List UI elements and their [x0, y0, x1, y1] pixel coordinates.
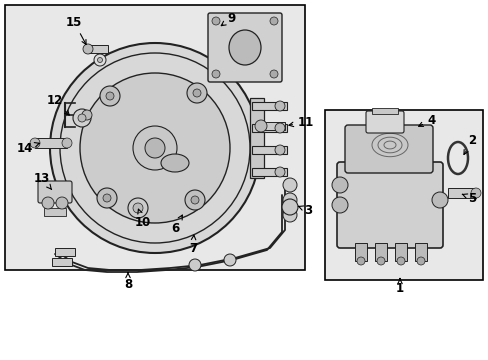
Bar [35, 138, 67, 148]
Bar [374, 243, 386, 261]
Circle shape [145, 138, 164, 158]
Circle shape [80, 73, 229, 223]
Circle shape [62, 138, 72, 148]
Bar [261, 122, 285, 130]
Bar [394, 243, 406, 261]
Circle shape [274, 145, 285, 155]
Bar [251, 124, 286, 132]
Circle shape [83, 44, 93, 54]
Circle shape [97, 188, 117, 208]
Circle shape [331, 177, 347, 193]
Circle shape [396, 257, 404, 265]
Circle shape [106, 92, 114, 100]
Text: 13: 13 [34, 171, 51, 189]
Circle shape [416, 257, 424, 265]
Circle shape [56, 197, 68, 209]
Bar [249, 98, 264, 178]
Text: 9: 9 [221, 12, 236, 26]
Circle shape [184, 190, 204, 210]
Circle shape [283, 178, 296, 192]
Text: 3: 3 [298, 203, 311, 216]
Text: 4: 4 [418, 113, 435, 126]
Circle shape [189, 259, 201, 271]
Circle shape [42, 197, 54, 209]
Circle shape [82, 110, 92, 120]
Circle shape [78, 114, 86, 122]
Circle shape [274, 167, 285, 177]
Bar [325, 110, 482, 280]
FancyBboxPatch shape [365, 111, 403, 133]
Circle shape [100, 86, 120, 106]
Circle shape [331, 197, 347, 213]
Text: 2: 2 [463, 134, 475, 154]
Bar [354, 243, 366, 261]
Circle shape [30, 138, 40, 148]
Text: 7: 7 [188, 235, 197, 255]
Text: 6: 6 [170, 215, 182, 234]
Circle shape [133, 126, 177, 170]
Ellipse shape [228, 30, 261, 65]
Text: 10: 10 [135, 209, 151, 229]
Ellipse shape [161, 154, 189, 172]
Circle shape [470, 188, 480, 198]
Circle shape [191, 196, 199, 204]
Circle shape [128, 198, 148, 218]
Circle shape [283, 193, 296, 207]
Circle shape [269, 70, 278, 78]
Bar [371, 108, 397, 114]
Text: 14: 14 [17, 141, 39, 154]
Text: 15: 15 [66, 15, 86, 45]
Bar [88, 45, 108, 53]
Circle shape [186, 83, 206, 103]
Text: 5: 5 [461, 192, 475, 204]
Circle shape [282, 199, 297, 215]
Circle shape [50, 43, 260, 253]
Circle shape [103, 194, 111, 202]
Circle shape [356, 257, 364, 265]
Bar [251, 146, 286, 154]
FancyBboxPatch shape [345, 125, 432, 173]
Circle shape [376, 257, 384, 265]
Circle shape [254, 120, 266, 132]
Bar [5, 5, 305, 270]
Circle shape [269, 17, 278, 25]
Circle shape [283, 208, 296, 222]
Circle shape [274, 101, 285, 111]
Circle shape [212, 70, 220, 78]
Circle shape [94, 54, 106, 66]
Bar [52, 258, 72, 266]
Bar [44, 208, 66, 216]
Text: 11: 11 [288, 116, 313, 129]
Circle shape [97, 58, 102, 63]
Circle shape [274, 123, 285, 133]
Circle shape [73, 109, 91, 127]
Bar [251, 168, 286, 176]
Bar [251, 102, 286, 110]
FancyBboxPatch shape [38, 181, 72, 203]
Text: 8: 8 [123, 273, 132, 292]
FancyBboxPatch shape [207, 13, 282, 82]
Circle shape [224, 254, 236, 266]
Text: 1: 1 [395, 279, 403, 294]
Circle shape [431, 192, 447, 208]
Circle shape [133, 203, 142, 213]
Bar [447, 188, 475, 198]
Bar [414, 243, 426, 261]
Circle shape [193, 89, 201, 97]
Text: 12: 12 [47, 94, 69, 115]
Circle shape [212, 17, 220, 25]
Bar [55, 248, 75, 256]
FancyBboxPatch shape [336, 162, 442, 248]
